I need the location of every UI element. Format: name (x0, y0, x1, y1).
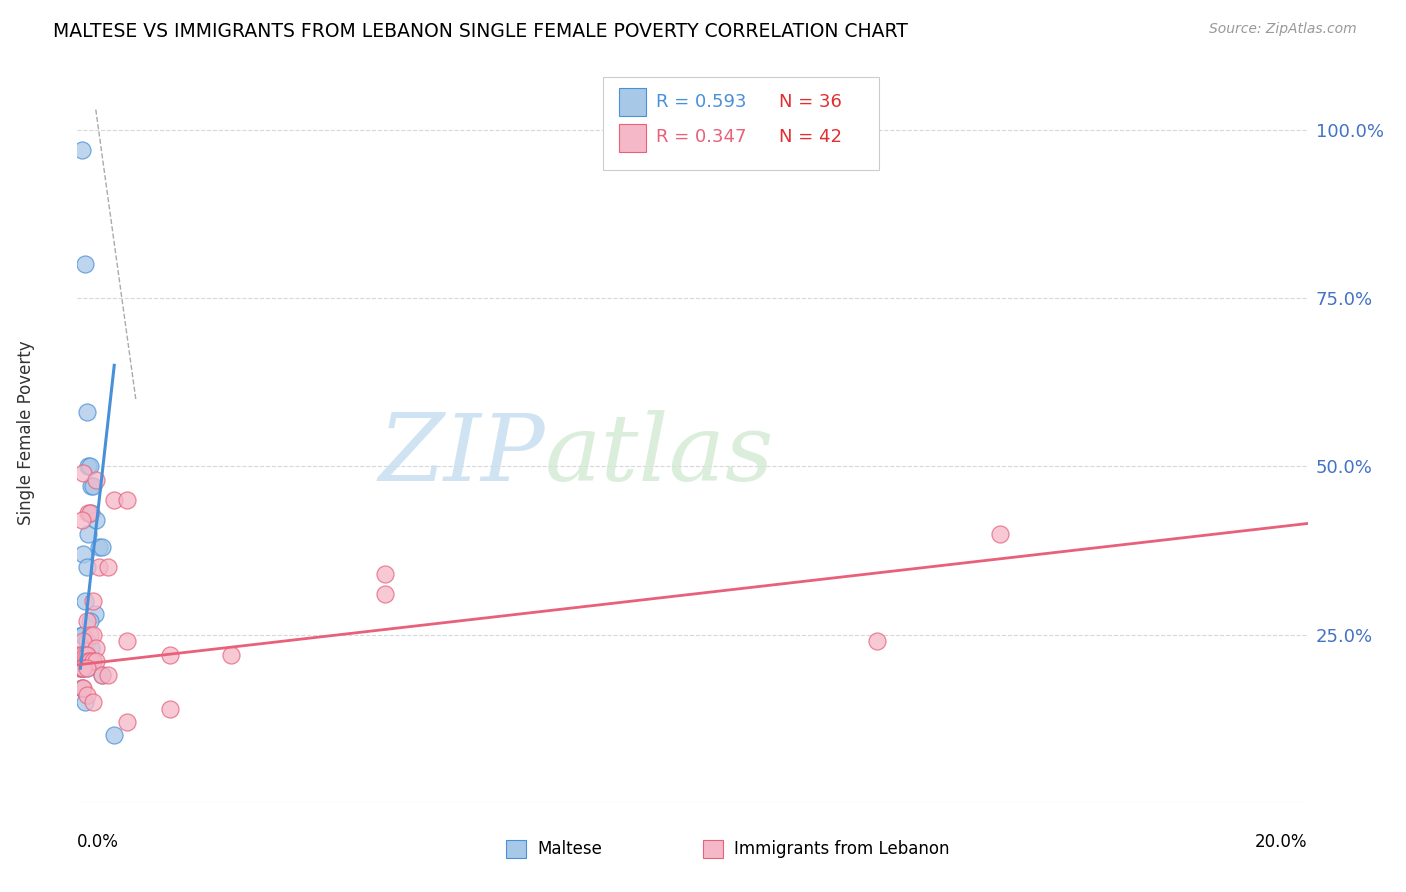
Text: atlas: atlas (546, 409, 775, 500)
Point (97, 560, 120, 574)
Point (70, 661, 93, 675)
Point (219, 648, 242, 662)
Point (374, 566, 396, 581)
Point (159, 701, 181, 715)
Point (76, 688, 98, 702)
Point (70, 143, 93, 157)
Point (77, 655, 100, 669)
Point (82, 479, 104, 493)
Point (69, 648, 91, 662)
Point (72, 661, 94, 675)
Text: N = 42: N = 42 (779, 128, 842, 146)
Point (90, 668, 114, 682)
Bar (619, 88, 645, 117)
Point (87, 540, 110, 554)
Point (80, 479, 103, 493)
Point (77, 459, 100, 474)
FancyBboxPatch shape (603, 78, 880, 169)
Point (115, 634, 138, 648)
Point (76, 661, 98, 675)
Bar (619, 124, 645, 152)
Point (72, 627, 94, 641)
Point (80, 507, 103, 521)
Point (159, 648, 181, 662)
Point (79, 614, 101, 628)
Point (79, 627, 101, 641)
Point (115, 714, 138, 729)
Point (77, 655, 100, 669)
Point (79, 655, 101, 669)
Text: Single Female Poverty: Single Female Poverty (17, 341, 35, 524)
Point (87, 560, 110, 574)
Point (70, 661, 93, 675)
Point (115, 492, 138, 507)
Point (76, 560, 98, 574)
Point (72, 547, 94, 561)
Point (70, 627, 93, 641)
Point (79, 459, 101, 474)
Point (82, 655, 104, 669)
Point (73, 594, 96, 608)
Point (70, 681, 93, 696)
Point (97, 668, 120, 682)
Point (103, 492, 125, 507)
Text: N = 36: N = 36 (779, 93, 841, 111)
Point (70, 648, 93, 662)
Point (82, 594, 104, 608)
Text: Immigrants from Lebanon: Immigrants from Lebanon (734, 840, 949, 858)
Text: MALTESE VS IMMIGRANTS FROM LEBANON SINGLE FEMALE POVERTY CORRELATION CHART: MALTESE VS IMMIGRANTS FROM LEBANON SINGL… (53, 22, 908, 41)
Point (76, 648, 98, 662)
Point (90, 668, 114, 682)
Point (84, 513, 107, 527)
Point (73, 648, 96, 662)
Point (374, 587, 396, 601)
Point (72, 466, 94, 480)
Point (76, 405, 98, 419)
Point (70, 681, 93, 696)
Point (90, 540, 114, 554)
Point (70, 513, 93, 527)
Text: ZIP: ZIP (378, 409, 546, 500)
Text: R = 0.593: R = 0.593 (655, 93, 747, 111)
Point (73, 257, 96, 271)
Point (76, 661, 98, 675)
Point (69, 648, 91, 662)
Text: 20.0%: 20.0% (1256, 833, 1308, 851)
Point (69, 661, 91, 675)
Point (79, 507, 101, 521)
Point (76, 648, 98, 662)
Point (103, 729, 125, 743)
Point (76, 614, 98, 628)
Point (72, 634, 94, 648)
Point (72, 661, 94, 675)
Point (82, 695, 104, 709)
Point (80, 640, 103, 655)
Text: R = 0.347: R = 0.347 (655, 128, 747, 146)
Point (79, 655, 101, 669)
Point (73, 695, 96, 709)
Point (866, 634, 889, 648)
Point (83, 607, 105, 622)
Point (84, 473, 107, 487)
Point (82, 627, 104, 641)
Text: Maltese: Maltese (537, 840, 602, 858)
Point (69, 661, 91, 675)
Point (82, 655, 104, 669)
Text: Source: ZipAtlas.com: Source: ZipAtlas.com (1209, 22, 1357, 37)
Point (84, 640, 107, 655)
Point (72, 681, 94, 696)
Point (73, 648, 96, 662)
Text: 0.0%: 0.0% (77, 833, 120, 851)
Point (76, 634, 98, 648)
Point (70, 648, 93, 662)
Point (988, 526, 1011, 541)
Point (77, 507, 100, 521)
Point (84, 655, 107, 669)
Point (77, 526, 100, 541)
